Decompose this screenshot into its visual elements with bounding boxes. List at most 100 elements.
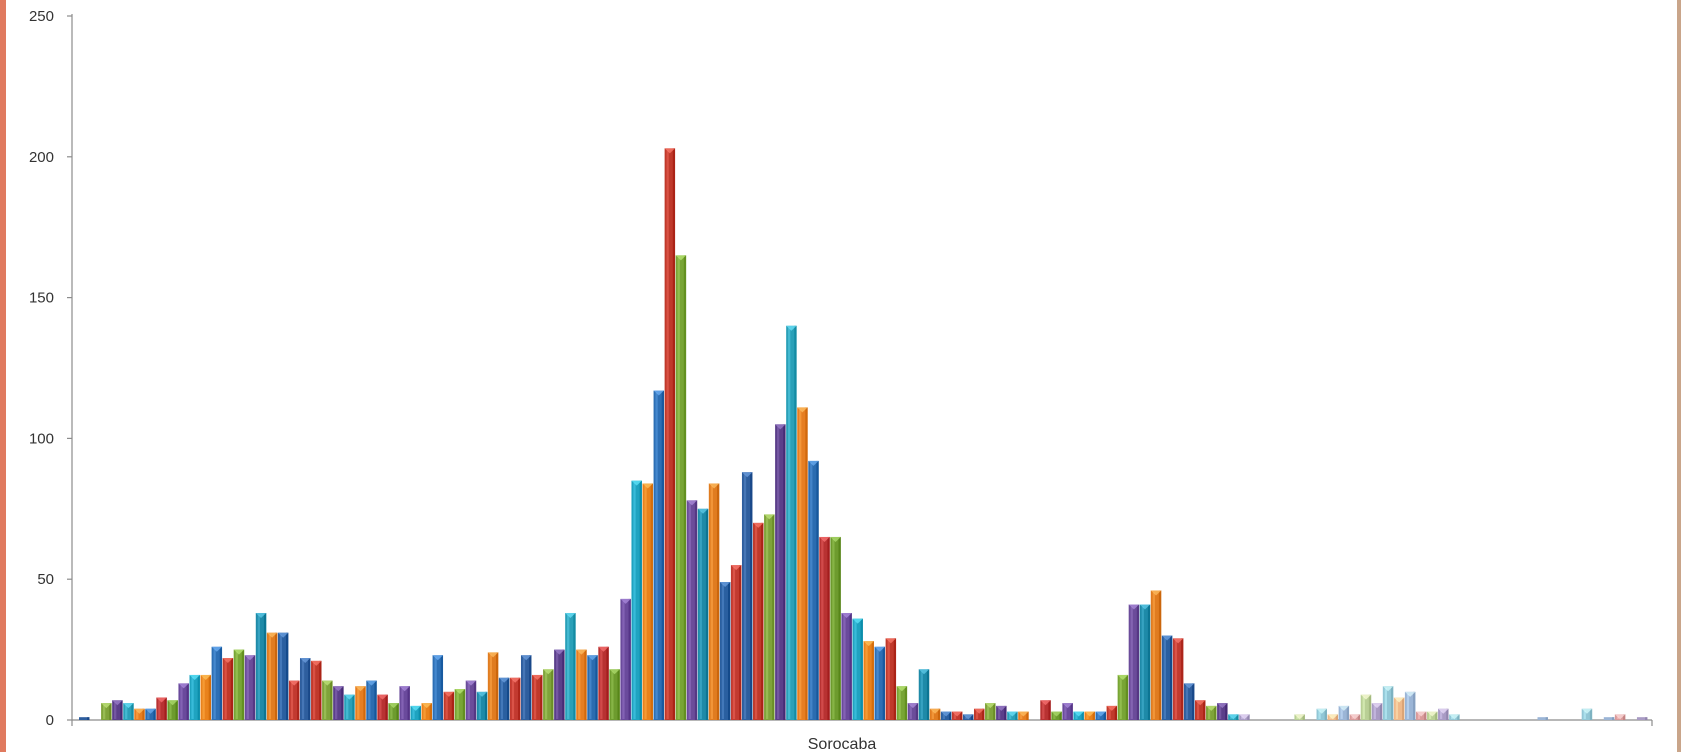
bar-cap <box>598 646 609 652</box>
bar-shadow <box>308 658 311 720</box>
bar-shadow <box>1015 711 1018 720</box>
bar-cap <box>167 700 178 706</box>
bar-shadow <box>551 669 554 720</box>
bar-shadow <box>230 658 234 720</box>
bar-body <box>985 703 996 720</box>
bar-body <box>642 483 653 720</box>
bar <box>443 691 455 720</box>
bar-body <box>532 674 543 720</box>
bar-shadow <box>948 711 952 720</box>
bar <box>764 514 775 720</box>
bar-highlight <box>335 688 338 719</box>
bar <box>985 703 996 720</box>
bar-cap <box>653 390 665 396</box>
bar-highlight <box>964 716 968 719</box>
bar <box>543 669 554 720</box>
bar <box>509 677 521 720</box>
bar-shadow <box>694 500 698 720</box>
bar-shadow <box>606 646 609 720</box>
bar-cap <box>808 460 819 466</box>
bar <box>1150 590 1162 720</box>
bar <box>1106 705 1118 720</box>
bar-highlight <box>688 502 691 719</box>
bar-shadow <box>982 708 985 720</box>
bar <box>1172 638 1184 720</box>
bar-highlight <box>1064 705 1067 719</box>
bar-highlight <box>1163 637 1167 719</box>
bar-cap <box>1139 604 1151 610</box>
bar-shadow <box>661 390 665 720</box>
bar-cap <box>366 680 377 686</box>
bar-cap <box>907 703 919 709</box>
bar-body <box>1537 717 1548 720</box>
bar-highlight <box>765 516 769 719</box>
bar-shadow <box>1158 590 1162 720</box>
bar <box>951 711 963 720</box>
bar-cap <box>664 148 676 154</box>
bar-cap <box>940 711 952 717</box>
bar-cap <box>211 646 223 652</box>
bar-cap <box>786 325 797 331</box>
bar-body <box>244 655 256 720</box>
bar-body <box>863 641 874 720</box>
bar-cap <box>609 669 620 675</box>
bar-cap <box>476 691 488 697</box>
bar-shadow <box>1136 604 1140 720</box>
bar-cap <box>1427 711 1438 717</box>
bar <box>1537 717 1548 720</box>
bar-body <box>686 500 698 720</box>
bar-shadow <box>274 632 278 720</box>
bar-body <box>587 655 598 720</box>
bar-shadow <box>374 680 377 720</box>
bar-highlight <box>323 682 327 719</box>
bar-highlight <box>1340 707 1343 719</box>
bar-shadow <box>164 697 167 720</box>
bar-cap <box>1294 714 1305 720</box>
bar-highlight <box>147 710 150 719</box>
bar-shadow <box>495 652 499 720</box>
bar-highlight <box>854 620 857 719</box>
bar <box>233 649 245 720</box>
bar-highlight <box>1406 693 1410 719</box>
bar <box>1316 708 1327 720</box>
bar-body <box>1106 705 1118 720</box>
bar <box>929 708 941 720</box>
bar-highlight <box>578 651 581 719</box>
bar-highlight <box>456 691 459 719</box>
bar <box>565 612 576 720</box>
bar-highlight <box>533 676 537 719</box>
bar-shadow <box>1424 711 1427 720</box>
bar-highlight <box>180 685 183 719</box>
bar-cap <box>1073 711 1084 717</box>
bar-highlight <box>1119 676 1122 719</box>
bar-highlight <box>1108 707 1111 719</box>
bar-shadow <box>904 686 908 720</box>
bar-shadow <box>1092 711 1095 720</box>
bar-shadow <box>131 703 134 720</box>
bar-highlight <box>1075 713 1078 719</box>
bar-highlight <box>346 696 349 719</box>
bar-cap <box>498 677 510 683</box>
bar-shadow <box>1545 717 1548 720</box>
bar-highlight <box>843 614 846 719</box>
bar-shadow <box>794 325 797 720</box>
bar-body <box>675 255 687 721</box>
left-accent-border <box>0 0 6 752</box>
bar-body <box>311 660 322 720</box>
bar-body <box>377 694 388 720</box>
bar-cap <box>819 536 830 542</box>
bar-shadow <box>109 703 112 720</box>
bar-shadow <box>153 708 156 720</box>
bar-highlight <box>799 409 802 719</box>
bar-highlight <box>721 584 725 719</box>
bar-shadow <box>993 703 996 720</box>
bar-shadow <box>1623 714 1626 720</box>
bar-body <box>1581 708 1593 720</box>
bar-shadow <box>341 686 344 720</box>
bar-shadow <box>1203 700 1206 720</box>
bar-highlight <box>1086 713 1089 719</box>
bar <box>664 148 676 721</box>
bar <box>123 703 134 720</box>
bar-highlight <box>1141 606 1144 719</box>
